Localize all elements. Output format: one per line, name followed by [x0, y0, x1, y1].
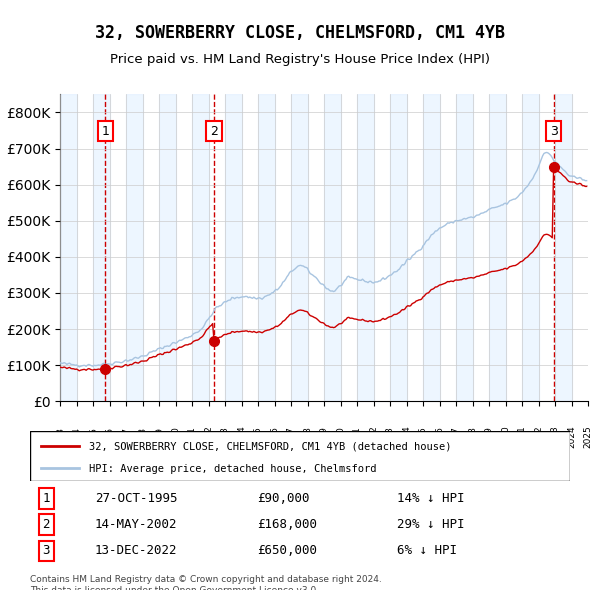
Text: Price paid vs. HM Land Registry's House Price Index (HPI): Price paid vs. HM Land Registry's House …: [110, 53, 490, 66]
Bar: [522, 94, 539, 401]
Text: 1: 1: [101, 124, 109, 137]
Text: 2007: 2007: [287, 426, 296, 448]
Text: £168,000: £168,000: [257, 518, 317, 531]
Text: 3: 3: [550, 124, 557, 137]
Text: Contains HM Land Registry data © Crown copyright and database right 2024.
This d: Contains HM Land Registry data © Crown c…: [30, 575, 382, 590]
Bar: [225, 94, 241, 401]
Bar: [126, 94, 143, 401]
Bar: [489, 94, 505, 401]
Text: 2011: 2011: [353, 426, 361, 448]
Text: 2017: 2017: [452, 426, 461, 448]
Text: 2025: 2025: [583, 426, 593, 448]
Text: 2018: 2018: [468, 426, 477, 448]
Text: 2014: 2014: [402, 426, 411, 448]
Text: 27-OCT-1995: 27-OCT-1995: [95, 492, 178, 505]
Text: 32, SOWERBERRY CLOSE, CHELMSFORD, CM1 4YB: 32, SOWERBERRY CLOSE, CHELMSFORD, CM1 4Y…: [95, 24, 505, 42]
Text: 14% ↓ HPI: 14% ↓ HPI: [397, 492, 465, 505]
Text: 1994: 1994: [72, 426, 81, 448]
Text: £650,000: £650,000: [257, 545, 317, 558]
Bar: [456, 94, 473, 401]
Bar: [258, 94, 275, 401]
Text: 2006: 2006: [270, 426, 279, 448]
Text: 2010: 2010: [336, 426, 345, 448]
Bar: [159, 94, 176, 401]
Text: 2015: 2015: [419, 426, 427, 448]
Text: 3: 3: [43, 545, 50, 558]
Text: £90,000: £90,000: [257, 492, 310, 505]
Bar: [390, 94, 407, 401]
Text: 2: 2: [210, 124, 218, 137]
Text: 13-DEC-2022: 13-DEC-2022: [95, 545, 178, 558]
FancyBboxPatch shape: [30, 431, 570, 481]
Text: 32, SOWERBERRY CLOSE, CHELMSFORD, CM1 4YB (detached house): 32, SOWERBERRY CLOSE, CHELMSFORD, CM1 4Y…: [89, 442, 452, 452]
Text: 2022: 2022: [534, 426, 543, 448]
Text: 1995: 1995: [89, 426, 97, 449]
Bar: [357, 94, 373, 401]
Text: 2002: 2002: [204, 426, 213, 448]
Text: 6% ↓ HPI: 6% ↓ HPI: [397, 545, 457, 558]
Text: 1997: 1997: [121, 426, 131, 449]
Text: 2008: 2008: [303, 426, 312, 448]
Text: 1: 1: [43, 492, 50, 505]
Text: 1996: 1996: [105, 426, 114, 449]
Text: 2012: 2012: [369, 426, 378, 448]
Text: 1999: 1999: [155, 426, 163, 449]
Text: 2013: 2013: [386, 426, 395, 448]
Text: 2016: 2016: [435, 426, 444, 448]
Text: 2003: 2003: [221, 426, 229, 448]
Text: 1993: 1993: [56, 426, 65, 449]
Bar: [555, 94, 571, 401]
Text: 2024: 2024: [567, 426, 576, 448]
Text: 2019: 2019: [485, 426, 493, 448]
Text: 2009: 2009: [320, 426, 329, 448]
Bar: [60, 94, 77, 401]
Text: 2021: 2021: [517, 426, 527, 448]
Text: 2005: 2005: [254, 426, 263, 448]
Text: HPI: Average price, detached house, Chelmsford: HPI: Average price, detached house, Chel…: [89, 464, 377, 474]
Text: 29% ↓ HPI: 29% ↓ HPI: [397, 518, 465, 531]
Bar: [423, 94, 439, 401]
Text: 2023: 2023: [551, 426, 560, 448]
Bar: [93, 94, 110, 401]
Bar: [324, 94, 341, 401]
Bar: [291, 94, 308, 401]
Text: 2001: 2001: [187, 426, 197, 448]
Text: 2020: 2020: [501, 426, 510, 448]
Text: 14-MAY-2002: 14-MAY-2002: [95, 518, 178, 531]
Text: 2004: 2004: [237, 426, 246, 448]
Bar: [192, 94, 209, 401]
Text: 1998: 1998: [138, 426, 147, 449]
Text: 2: 2: [43, 518, 50, 531]
Text: 2000: 2000: [171, 426, 180, 448]
